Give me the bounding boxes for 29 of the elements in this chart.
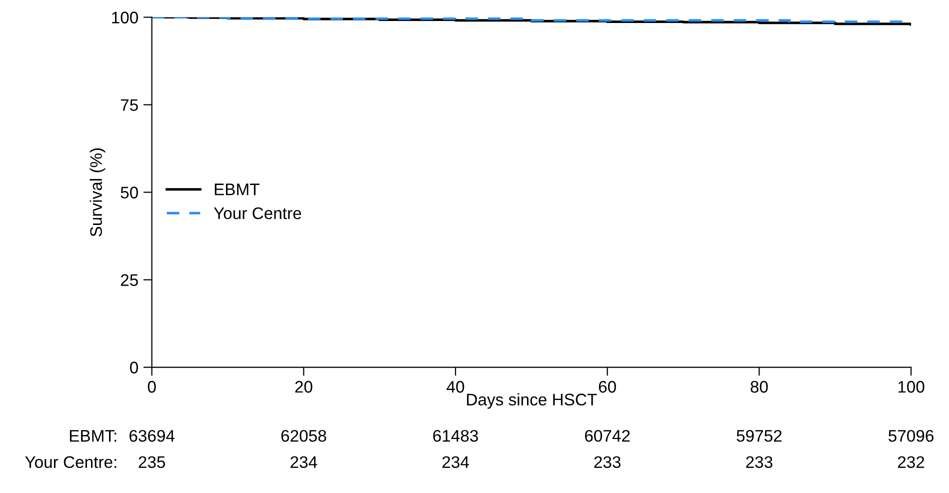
legend-label: Your Centre xyxy=(214,207,302,220)
text: 233 xyxy=(746,456,772,468)
text: 234 xyxy=(442,456,469,468)
text: 61483 xyxy=(433,430,478,442)
x-tick-label: 40 xyxy=(446,380,464,393)
text: 233 xyxy=(594,456,621,468)
text: Your Centre: xyxy=(25,456,116,468)
text: 234 xyxy=(290,456,318,468)
x-tick-label: 0 xyxy=(148,380,156,393)
text: EBMT: xyxy=(70,430,116,442)
text: 57096 xyxy=(888,430,934,442)
x-tick-label: 20 xyxy=(295,380,312,393)
text: 235 xyxy=(138,456,166,468)
x-tick-label: 80 xyxy=(750,380,768,393)
y-tick-label: 0 xyxy=(130,362,138,374)
x-tick-label: 60 xyxy=(598,380,616,393)
text: 232 xyxy=(898,456,924,468)
y-tick-label: 75 xyxy=(120,99,138,111)
y-tick-label: 100 xyxy=(112,12,138,24)
text: 60742 xyxy=(585,430,630,442)
text: 63694 xyxy=(130,430,175,442)
text: 62058 xyxy=(281,430,326,442)
text: 59752 xyxy=(736,430,782,442)
x-axis-title: Days since HSCT xyxy=(467,393,597,409)
y-tick-label: 25 xyxy=(120,274,138,286)
y-tick-label: 50 xyxy=(120,186,138,198)
x-tick-label: 100 xyxy=(898,380,924,393)
legend-label: EBMT xyxy=(214,184,260,196)
y-axis-title: Survival (%) xyxy=(90,148,106,236)
